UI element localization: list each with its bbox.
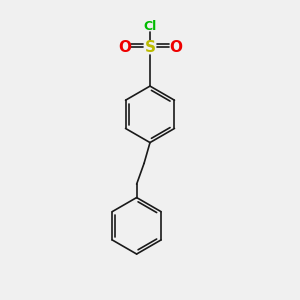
Text: S: S [145, 40, 155, 55]
Text: O: O [118, 40, 131, 55]
Text: Cl: Cl [143, 20, 157, 33]
Text: O: O [169, 40, 182, 55]
